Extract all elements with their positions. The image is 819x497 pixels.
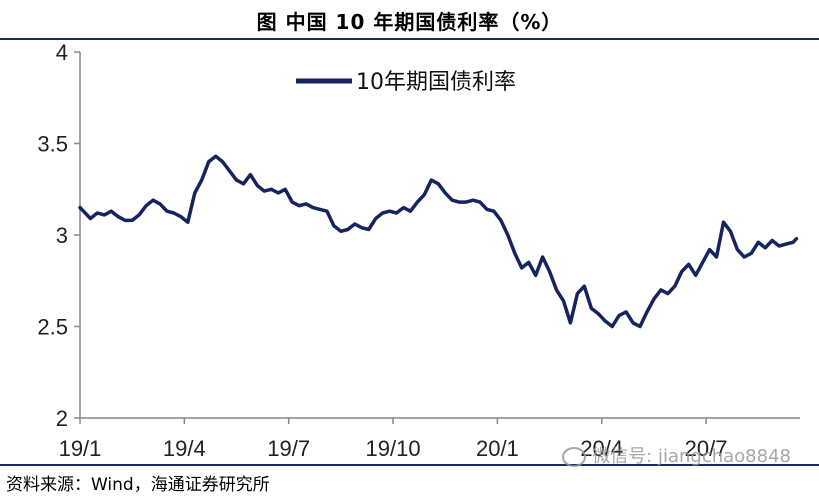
x-tick-label: 20/7	[685, 436, 728, 461]
y-tick-label: 2	[56, 406, 68, 431]
x-tick-label: 20/1	[476, 436, 519, 461]
x-tick-label: 19/4	[163, 436, 206, 461]
title-bar: 图 中国 10 年期国债利率（%）	[0, 0, 819, 40]
legend-label: 10年期国债利率	[356, 70, 516, 95]
y-tick-label: 3	[56, 223, 68, 248]
source-note: 资料来源：Wind，海通证券研究所	[6, 475, 270, 495]
watermark: 微信号: jiangchao8848	[562, 442, 791, 468]
y-tick-label: 3.5	[37, 132, 68, 157]
watermark-text: 微信号: jiangchao8848	[592, 446, 791, 467]
x-tick-label: 19/1	[59, 436, 102, 461]
x-tick-label: 20/4	[580, 436, 623, 461]
y-tick-label: 2.5	[37, 315, 68, 340]
chart-legend: 10年期国债利率	[296, 70, 516, 95]
figure-title: 图 中国 10 年期国债利率（%）	[256, 10, 563, 34]
x-tick-label: 19/7	[267, 436, 310, 461]
series-line	[78, 154, 799, 329]
wechat-icon	[562, 447, 587, 467]
chart-ticks: 2 2.5 3 3.5 4 19/1 19/4 19/7 19/10 20/1 20/4 20/7	[37, 40, 727, 461]
chart-plot-area	[78, 154, 799, 329]
chart-axes	[79, 52, 800, 419]
x-tick-label: 19/10	[366, 436, 421, 461]
source-bar: 资料来源：Wind，海通证券研究所	[0, 464, 819, 497]
y-tick-label: 4	[56, 40, 68, 65]
line-chart: 2 2.5 3 3.5 4 19/1 19/4 19/7 19/10 20/1 20/4 20/7 1…	[37, 40, 800, 461]
